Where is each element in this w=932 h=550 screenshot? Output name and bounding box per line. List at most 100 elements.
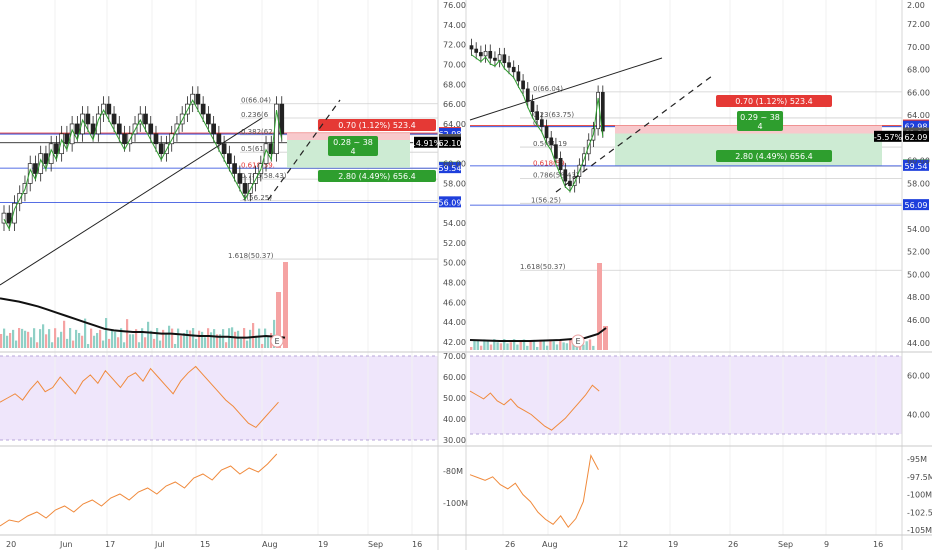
left-volume-bar (108, 338, 111, 348)
right-price-tick: 64.00 (907, 111, 930, 120)
left-volume-bar (255, 335, 258, 348)
left-rsi-line (0, 365, 279, 429)
right-volume-bar (509, 342, 512, 350)
left-volume-bar (201, 331, 204, 348)
left-price-tick: 50.00 (443, 259, 466, 268)
right-candle (549, 137, 554, 146)
right-volume-bar (526, 345, 529, 350)
left-price-tick: 60.00 (443, 160, 466, 169)
left-volume-bar (105, 318, 108, 348)
left-price-tick: 74.00 (443, 21, 466, 30)
left-candle (122, 133, 127, 145)
left-volume-bar (189, 330, 192, 348)
left-volume-spike (283, 262, 288, 348)
left-price-badge-label: 59.54 (439, 164, 462, 173)
left-volume-bar (45, 334, 48, 348)
right-volume-bar (582, 344, 585, 350)
right-price-tick: 44.00 (907, 339, 930, 348)
left-volume-bar (117, 337, 120, 348)
right-price-tick: 58.00 (907, 179, 930, 188)
left-candle (54, 143, 59, 155)
right-rr-label: 0.29 ~ 38 (740, 113, 780, 122)
left-date-tick: 20 (6, 540, 16, 549)
right-volume-bar (562, 342, 565, 350)
right-pct-badge (874, 130, 902, 142)
left-rsi-tick: 50.00 (443, 394, 466, 403)
right-fib-label: 0.3 (533, 119, 544, 127)
left-volume-bar (234, 331, 237, 348)
left-volume-bar (156, 328, 159, 348)
left-price-badge (439, 128, 461, 140)
right-volume-bar (470, 347, 473, 350)
right-reward-label: 2.80 (4.49%) 656.4 (735, 152, 812, 161)
right-lower-tick: -100M (907, 491, 932, 500)
left-volume-bar (75, 329, 78, 348)
left-candle (6, 212, 12, 224)
left-rsi-tick: 60.00 (443, 373, 466, 382)
left-volume-bar (96, 332, 99, 348)
right-candle (511, 66, 516, 73)
right-candle (558, 157, 563, 171)
left-earnings-label: E (274, 337, 279, 346)
right-volume-bar (476, 340, 479, 350)
left-volume-bar (207, 328, 210, 348)
right-date-tick: 26 (728, 540, 738, 549)
left-volume-bar (192, 328, 195, 348)
left-rsi-tick: 70.00 (443, 352, 466, 361)
left-fib-label: 0.236(6 (241, 111, 269, 119)
right-candle (507, 62, 511, 68)
right-volume-bar (592, 345, 595, 350)
left-price-tick: 70.00 (443, 60, 466, 69)
left-lower-tick: -100M (443, 499, 468, 508)
right-candle (474, 48, 479, 53)
left-volume-bar (87, 343, 90, 348)
right-rsi-tick: 60.00 (907, 372, 930, 381)
left-volume-bar (162, 329, 165, 348)
left-volume-bar (171, 328, 174, 348)
left-volume-bar (129, 334, 132, 348)
right-price-tick: 46.00 (907, 316, 930, 325)
left-volume-bar (9, 332, 12, 348)
right-price-tick: 54.00 (907, 225, 930, 234)
right-volume-bar (559, 339, 562, 350)
left-candle (64, 133, 70, 145)
left-volume-bar (36, 342, 39, 348)
left-candle (153, 133, 159, 145)
left-date-tick: 17 (105, 540, 115, 549)
left-price-tick: 58.00 (443, 179, 466, 188)
left-volume-bar (6, 335, 9, 348)
right-date-tick: 16 (873, 540, 883, 549)
left-volume-bar (213, 329, 216, 348)
left-volume-bar (144, 337, 147, 348)
right-date-tick: Aug (542, 540, 558, 549)
left-candle (85, 113, 91, 125)
right-volume-bar (486, 341, 489, 350)
right-candle (469, 45, 474, 50)
left-volume-bar (39, 329, 42, 348)
left-price-tick: 54.00 (443, 219, 466, 228)
right-price-tick: 48.00 (907, 293, 930, 302)
right-candle (497, 54, 502, 61)
right-volume-spike (603, 326, 608, 350)
right-price-tick: 52.00 (907, 248, 930, 257)
left-volume-bar (0, 334, 3, 348)
left-volume-bar (42, 324, 45, 348)
left-candle (106, 103, 112, 115)
left-price-badge (439, 196, 461, 208)
left-fib-label: 0.5(61. (241, 145, 266, 153)
right-lower-line (469, 454, 599, 528)
right-rsi-line (469, 384, 600, 431)
right-volume-bar (529, 340, 532, 350)
left-price-badge (439, 162, 461, 174)
left-volume-bar (21, 328, 24, 348)
left-date-tick: Aug (262, 540, 278, 549)
right-candle (521, 80, 525, 90)
left-volume-spike (276, 292, 281, 348)
right-lower-tick: -95M (907, 455, 927, 464)
left-volume-bar (180, 335, 183, 348)
left-volume-bar (246, 340, 249, 348)
right-price-tick: 70.00 (907, 43, 930, 52)
left-price-tick: 44.00 (443, 318, 466, 327)
